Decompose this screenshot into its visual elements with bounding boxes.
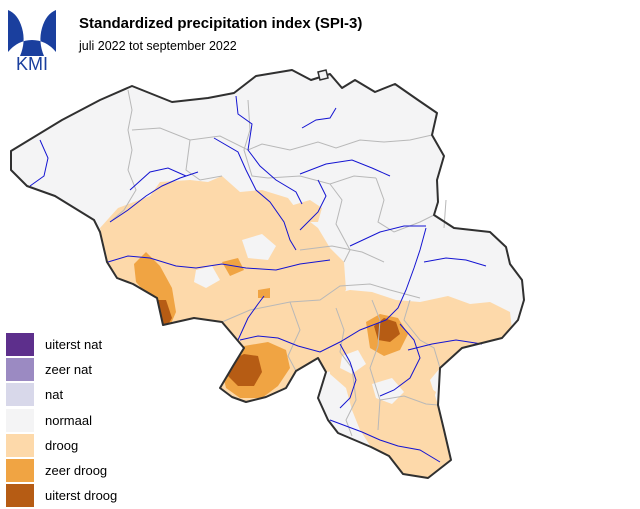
legend-item-normal: normaal — [6, 408, 206, 434]
legend-label: droog — [45, 437, 79, 453]
very-dry-zone-3 — [258, 288, 270, 298]
river-demer — [299, 159, 391, 177]
legend-label: normaal — [45, 412, 92, 428]
enclave-border — [317, 69, 329, 81]
legend-label: zeer nat — [45, 362, 92, 378]
legend-swatch — [6, 458, 34, 482]
river-lesse — [339, 343, 357, 409]
river-albert — [349, 225, 426, 247]
legend-label: zeer droog — [45, 462, 108, 478]
legend-item-very-wet: zeer nat — [6, 358, 206, 383]
river-north — [301, 107, 337, 129]
map-subtitle: juli 2022 tot september 2022 — [79, 39, 237, 53]
legend-label: nat — [45, 387, 64, 403]
legend-swatch — [6, 408, 34, 432]
river-meuse — [239, 227, 427, 353]
legend-item-wet: nat — [6, 383, 206, 408]
legend-swatch — [6, 433, 34, 457]
map-title: Standardized precipitation index (SPI-3) — [79, 15, 363, 32]
river-dender — [129, 167, 187, 191]
river-leie — [109, 171, 199, 223]
legend-item-extreme-dry: uiterst droog — [6, 484, 206, 509]
normal-pocket-2 — [194, 266, 220, 288]
legend-item-dry: droog — [6, 433, 206, 459]
river-schelde-2 — [235, 95, 303, 205]
legend: uiterst nat zeer nat nat normaal droog z… — [6, 333, 206, 509]
kmi-logo: KMI — [8, 10, 56, 72]
river-amblève — [407, 339, 483, 351]
normal-pocket-1 — [242, 234, 276, 260]
legend-label: uiterst nat — [45, 337, 103, 352]
river-vesdre — [423, 257, 487, 267]
rivers — [29, 95, 487, 463]
country-border — [10, 69, 525, 479]
extreme-dry-zone-3 — [374, 318, 400, 342]
legend-swatch — [6, 484, 34, 508]
legend-swatch — [6, 358, 34, 382]
logo-emblem — [8, 10, 56, 56]
river-sambre — [107, 255, 331, 271]
river-semois — [329, 419, 441, 463]
logo-text: KMI — [16, 54, 48, 72]
province-boundaries — [109, 89, 447, 437]
river-dijle — [299, 179, 327, 231]
legend-item-very-dry: zeer droog — [6, 458, 206, 484]
legend-label: uiterst droog — [45, 488, 118, 504]
dry-zone-west — [100, 176, 346, 402]
legend-item-extreme-wet: uiterst nat — [6, 333, 206, 358]
legend-swatch — [6, 333, 34, 356]
very-dry-zone-2 — [222, 258, 244, 276]
legend-swatch — [6, 383, 34, 407]
river-meuse-south — [237, 295, 265, 341]
river-ourthe — [379, 323, 421, 397]
river-scheldt — [29, 137, 297, 251]
dry-zone-east-2 — [398, 380, 436, 410]
